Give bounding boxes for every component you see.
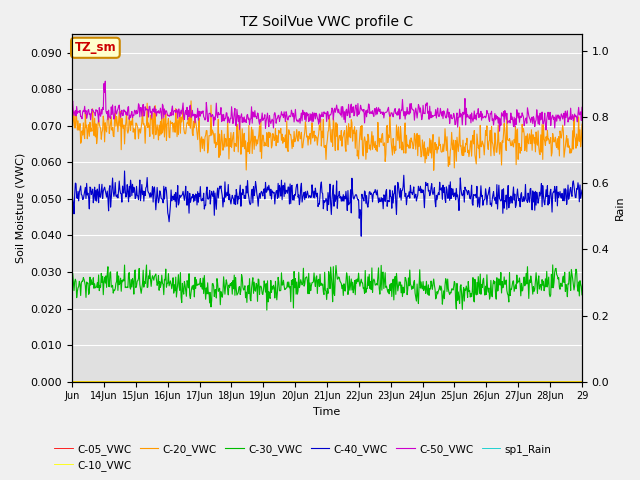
C-30_VWC [128,284,136,290]
C-50_VWC [578,105,586,110]
C-10_VWC [578,378,586,384]
sp1_Rain [408,379,415,384]
C-20_VWC [128,122,136,128]
C-20_VWC [380,143,388,148]
Line: C-40_VWC: C-40_VWC [72,171,582,236]
C-50_VWC [496,128,504,134]
C-30_VWC [380,286,388,291]
C-50_VWC [68,103,76,109]
C-40_VWC [357,233,365,239]
C-50_VWC [223,110,230,116]
C-10_VWC [128,378,136,384]
C-05_VWC [128,378,136,384]
C-50_VWC [267,120,275,126]
C-30_VWC [549,262,557,268]
C-05_VWC [380,378,387,384]
C-50_VWC [129,115,136,120]
sp1_Rain [128,379,136,384]
C-40_VWC [578,187,586,193]
C-10_VWC [222,378,230,384]
sp1_Rain [578,379,586,384]
C-10_VWC [247,378,255,384]
C-20_VWC [578,121,586,127]
C-50_VWC [101,78,109,84]
C-30_VWC [267,277,275,283]
sp1_Rain [68,379,76,384]
C-50_VWC [248,104,255,109]
C-40_VWC [381,193,388,199]
C-40_VWC [223,192,230,198]
Line: C-30_VWC: C-30_VWC [72,265,582,310]
C-30_VWC [408,283,416,289]
C-20_VWC [248,124,255,130]
C-40_VWC [129,181,136,187]
sp1_Rain [266,379,274,384]
C-40_VWC [68,189,76,195]
C-50_VWC [380,115,388,121]
C-05_VWC [247,378,255,384]
Legend: C-05_VWC, C-10_VWC, C-20_VWC, C-30_VWC, C-40_VWC, C-50_VWC, sp1_Rain: C-05_VWC, C-10_VWC, C-20_VWC, C-30_VWC, … [50,439,556,475]
C-20_VWC [267,132,275,137]
C-40_VWC [409,189,417,194]
C-10_VWC [380,378,387,384]
C-50_VWC [408,107,416,112]
C-30_VWC [263,307,271,313]
C-20_VWC [187,98,195,104]
C-40_VWC [248,188,255,194]
C-40_VWC [121,168,129,174]
X-axis label: Time: Time [314,407,340,417]
C-20_VWC [68,119,76,124]
sp1_Rain [222,379,230,384]
C-10_VWC [408,378,415,384]
C-10_VWC [68,378,76,384]
C-05_VWC [408,378,415,384]
C-20_VWC [430,168,438,173]
Line: C-20_VWC: C-20_VWC [72,101,582,170]
C-20_VWC [408,140,416,145]
C-30_VWC [222,283,230,289]
Text: TZ_sm: TZ_sm [75,41,116,54]
C-40_VWC [267,186,275,192]
C-30_VWC [68,288,76,294]
C-10_VWC [266,378,274,384]
Title: TZ SoilVue VWC profile C: TZ SoilVue VWC profile C [241,15,413,29]
C-30_VWC [247,298,255,304]
Line: C-50_VWC: C-50_VWC [72,81,582,131]
C-05_VWC [266,378,274,384]
sp1_Rain [247,379,255,384]
Y-axis label: Soil Moisture (VWC): Soil Moisture (VWC) [15,153,25,263]
C-30_VWC [578,292,586,298]
sp1_Rain [380,379,387,384]
C-20_VWC [223,137,230,143]
Y-axis label: Rain: Rain [615,196,625,220]
C-05_VWC [68,378,76,384]
C-05_VWC [578,378,586,384]
C-05_VWC [222,378,230,384]
